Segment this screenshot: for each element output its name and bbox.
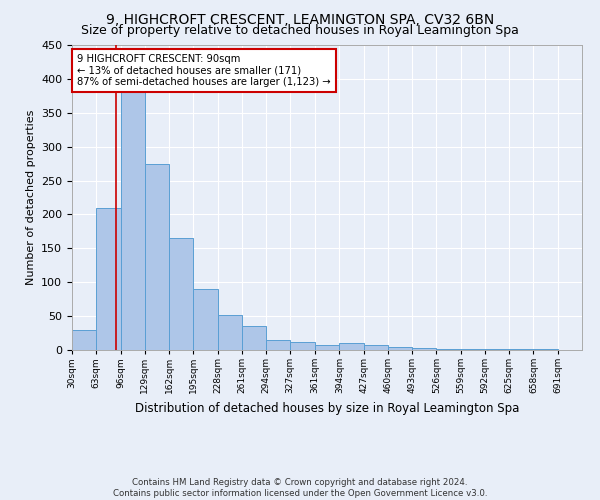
Bar <box>169 238 193 350</box>
Text: 9 HIGHCROFT CRESCENT: 90sqm
← 13% of detached houses are smaller (171)
87% of se: 9 HIGHCROFT CRESCENT: 90sqm ← 13% of det… <box>77 54 331 88</box>
Bar <box>340 343 364 350</box>
Bar <box>96 208 121 350</box>
Bar <box>266 340 290 350</box>
Bar <box>242 326 266 350</box>
Y-axis label: Number of detached properties: Number of detached properties <box>26 110 35 285</box>
Bar <box>193 289 218 350</box>
Bar <box>364 346 388 350</box>
Bar <box>145 164 169 350</box>
Bar <box>461 348 485 350</box>
Bar <box>388 346 412 350</box>
Text: Size of property relative to detached houses in Royal Leamington Spa: Size of property relative to detached ho… <box>81 24 519 37</box>
Text: Contains HM Land Registry data © Crown copyright and database right 2024.
Contai: Contains HM Land Registry data © Crown c… <box>113 478 487 498</box>
Bar <box>218 315 242 350</box>
Bar <box>290 342 314 350</box>
Bar <box>412 348 436 350</box>
Bar <box>121 92 145 350</box>
Bar <box>436 348 461 350</box>
X-axis label: Distribution of detached houses by size in Royal Leamington Spa: Distribution of detached houses by size … <box>135 402 519 414</box>
Text: 9, HIGHCROFT CRESCENT, LEAMINGTON SPA, CV32 6BN: 9, HIGHCROFT CRESCENT, LEAMINGTON SPA, C… <box>106 12 494 26</box>
Bar <box>72 330 96 350</box>
Bar <box>315 344 340 350</box>
